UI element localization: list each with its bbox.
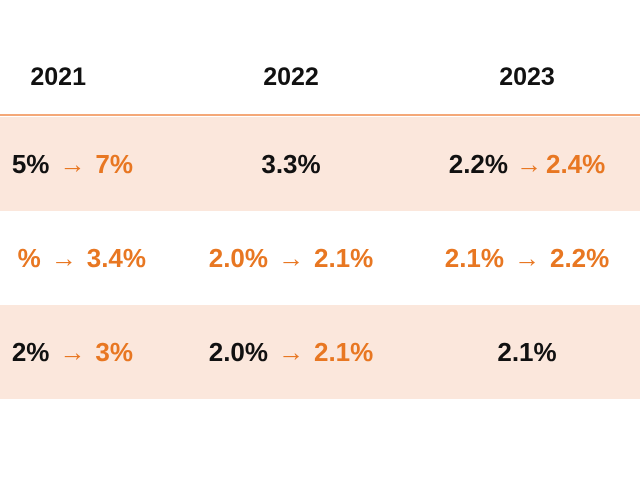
- from-value: %: [17, 242, 41, 273]
- header-label: 2023: [499, 62, 555, 91]
- header-label: 2021: [30, 62, 86, 91]
- cell-2023: 2.1% → 2.2%: [414, 211, 640, 305]
- to-value: 2.2%: [550, 242, 610, 273]
- single-value: 3.3%: [261, 148, 321, 179]
- arrow-right-icon: →: [514, 242, 540, 273]
- cell-2021: 5% → 7%: [0, 117, 166, 211]
- from-value: 5%: [11, 148, 50, 179]
- table-row: 2% → 3% 2.0% → 2.1% 2.1%: [0, 305, 640, 399]
- from-value: 2%: [11, 336, 50, 367]
- single-value: 2.1%: [497, 336, 557, 367]
- from-value: 2.0%: [208, 336, 268, 367]
- to-value: 2.1%: [314, 336, 374, 367]
- cell-2022: 3.3%: [178, 117, 404, 211]
- header-2022: 2022: [178, 40, 404, 114]
- cell-2021: % → 3.4%: [0, 211, 166, 305]
- to-value: 2.4%: [546, 148, 606, 179]
- from-value: 2.1%: [444, 242, 504, 273]
- cell-2023: 2.1%: [414, 305, 640, 399]
- from-value: 2.2%: [448, 148, 508, 179]
- to-value: 3%: [95, 336, 133, 367]
- from-value: 2.0%: [208, 242, 268, 273]
- cell-2022: 2.0% → 2.1%: [178, 211, 404, 305]
- header-2021: 2021: [0, 40, 166, 114]
- header-2023: 2023: [414, 40, 640, 114]
- to-value: 3.4%: [86, 242, 146, 273]
- arrow-right-icon: →: [59, 148, 86, 179]
- cell-2023: 2.2% → 2.4%: [414, 117, 640, 211]
- arrow-right-icon: →: [59, 336, 86, 367]
- arrow-right-icon: →: [50, 242, 77, 273]
- cell-2021: 2% → 3%: [0, 305, 166, 399]
- to-value: 2.1%: [314, 242, 374, 273]
- arrow-right-icon: →: [278, 242, 304, 273]
- header-label: 2022: [263, 62, 319, 91]
- header-divider: [0, 114, 640, 116]
- arrow-right-icon: →: [516, 148, 542, 179]
- table-header-row: 2021 2022 2023: [0, 40, 640, 114]
- cell-2022: 2.0% → 2.1%: [178, 305, 404, 399]
- table-row: 5% → 7% 3.3% 2.2% → 2.4%: [0, 117, 640, 211]
- to-value: 7%: [95, 148, 133, 179]
- table-row: % → 3.4% 2.0% → 2.1% 2.1% → 2.2%: [0, 211, 640, 305]
- arrow-right-icon: →: [278, 336, 304, 367]
